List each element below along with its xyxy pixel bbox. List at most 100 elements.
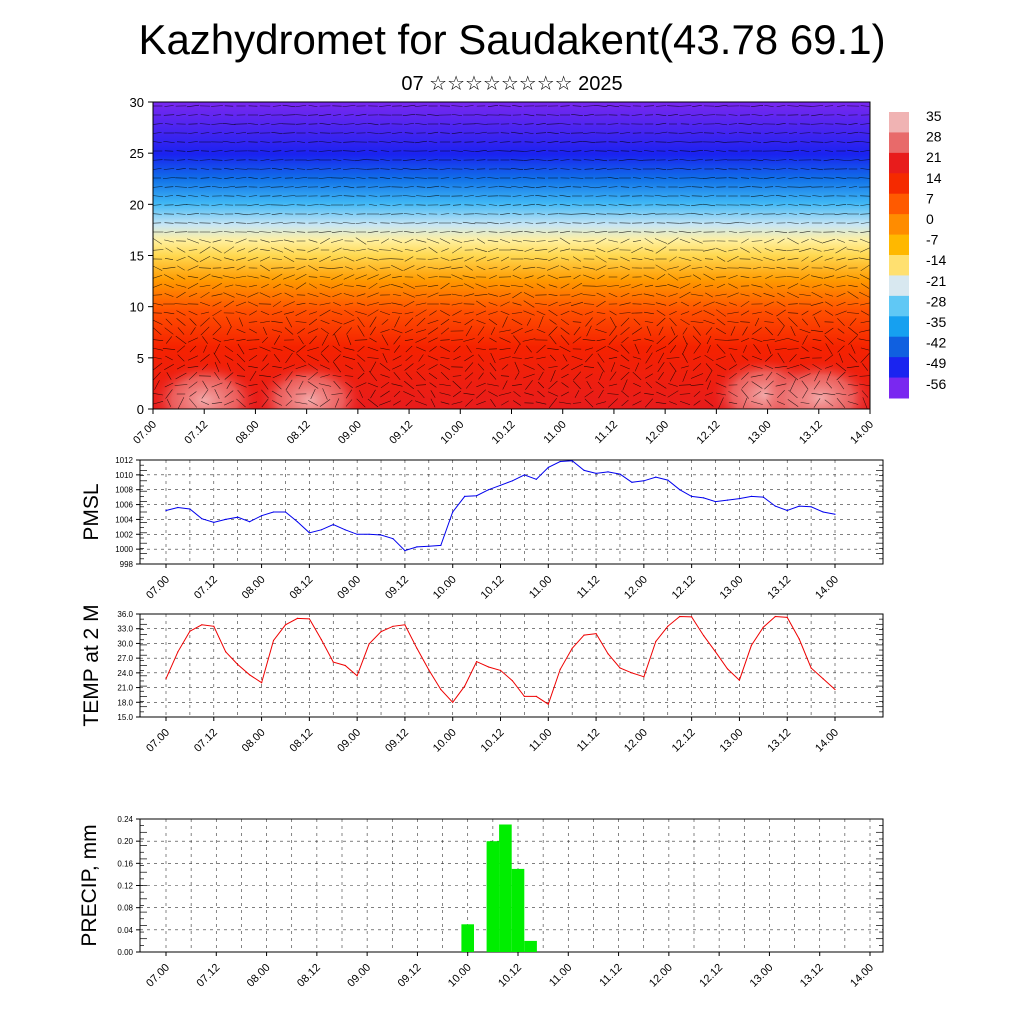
wind-arrow [634, 362, 640, 372]
heatmap-ytick-label: 30 [130, 95, 144, 110]
wind-arrow [370, 389, 376, 399]
wind-arrow [235, 382, 247, 388]
wind-arrow [706, 380, 712, 390]
wind-arrow [644, 186, 654, 188]
wind-arrow [595, 255, 607, 263]
wind-arrow [511, 312, 523, 314]
wind-arrow [596, 248, 606, 252]
wind-arrow [690, 384, 704, 386]
wind-arrow [476, 320, 486, 324]
wind-arrow [620, 317, 630, 327]
wind-arrow [547, 391, 559, 397]
wind-arrow [525, 380, 533, 390]
wind-arrow [382, 353, 388, 363]
wind-arrow [488, 285, 498, 287]
wind-arrow [610, 362, 616, 372]
wind-arrow [415, 248, 427, 252]
wind-arrow [679, 114, 691, 116]
wind-arrow [247, 123, 259, 125]
wind-arrow [800, 402, 810, 404]
wind-arrow [705, 363, 713, 371]
wind-arrow [176, 114, 186, 116]
wind-arrow [620, 274, 630, 280]
wind-arrow [343, 159, 355, 161]
wind-arrow [607, 176, 619, 180]
wind-arrow [655, 177, 667, 179]
temp2m-point [511, 680, 513, 682]
wind-arrow [691, 114, 703, 116]
wind-arrow [430, 390, 436, 398]
wind-arrow [318, 113, 332, 117]
pmsl-point [356, 533, 358, 535]
wind-arrow [814, 370, 820, 382]
temp2m-point [213, 625, 215, 627]
wind-arrow [489, 275, 497, 279]
wind-arrow [176, 150, 186, 152]
wind-arrow [415, 222, 427, 224]
wind-arrow [751, 105, 763, 107]
wind-arrow [235, 177, 247, 179]
wind-arrow [176, 247, 186, 253]
wind-arrow [715, 267, 727, 269]
wind-arrow [584, 114, 594, 116]
wind-arrow [608, 186, 618, 188]
wind-arrow [200, 317, 210, 327]
precip-ytick-label: 0.12 [117, 882, 133, 891]
wind-arrow [354, 339, 368, 341]
wind-arrow [729, 302, 737, 306]
wind-arrow [596, 346, 606, 352]
wind-arrow [166, 372, 172, 380]
wind-arrow [418, 354, 424, 362]
wind-arrow [764, 204, 774, 206]
wind-arrow [835, 246, 847, 254]
pmsl-point [380, 534, 382, 536]
wind-arrow [837, 338, 845, 342]
wind-arrow [259, 231, 271, 233]
wind-arrow [189, 318, 197, 326]
wind-arrow [548, 256, 558, 262]
precip-xtick-label: 12.12 [697, 962, 725, 990]
wind-arrow [753, 344, 761, 354]
wind-arrow [548, 247, 558, 253]
wind-vectors [153, 104, 870, 409]
wind-arrow [177, 327, 185, 335]
temp2m-point [786, 616, 788, 619]
colorbar-label: -35 [926, 314, 946, 330]
pmsl-point [392, 538, 394, 540]
wind-arrow [213, 352, 221, 364]
wind-arrow [716, 344, 726, 354]
wind-arrow [703, 248, 715, 252]
pmsl-xtick-label: 09.12 [383, 574, 411, 602]
wind-arrow [298, 380, 304, 390]
wind-arrow [355, 113, 367, 117]
temp2m-point [416, 647, 418, 649]
pmsl-point [762, 496, 764, 498]
wind-arrow [345, 399, 353, 407]
wind-arrow [499, 348, 511, 350]
wind-arrow [583, 303, 595, 305]
wind-arrow [691, 222, 703, 224]
wind-arrow [153, 265, 163, 271]
wind-arrow [186, 204, 200, 206]
wind-arrow [848, 375, 858, 377]
wind-arrow [262, 337, 268, 343]
temp2m-point [798, 638, 800, 640]
temp2m-xtick-label: 14.00 [813, 727, 841, 755]
wind-arrow [296, 353, 306, 363]
wind-arrow [704, 265, 714, 271]
wind-arrow [703, 273, 715, 281]
wind-arrow [344, 302, 354, 306]
wind-arrow [296, 266, 306, 270]
wind-arrow [199, 273, 211, 281]
wind-arrow [848, 335, 858, 345]
wind-arrow [332, 141, 342, 143]
wind-arrow [451, 302, 463, 306]
wind-arrow [452, 320, 462, 324]
wind-arrow [743, 345, 747, 353]
wind-arrow [391, 141, 403, 143]
wind-arrow [404, 311, 414, 315]
wind-arrow [174, 303, 188, 305]
wind-arrow [704, 258, 714, 260]
wind-arrow [428, 150, 438, 152]
wind-arrow [501, 364, 509, 370]
